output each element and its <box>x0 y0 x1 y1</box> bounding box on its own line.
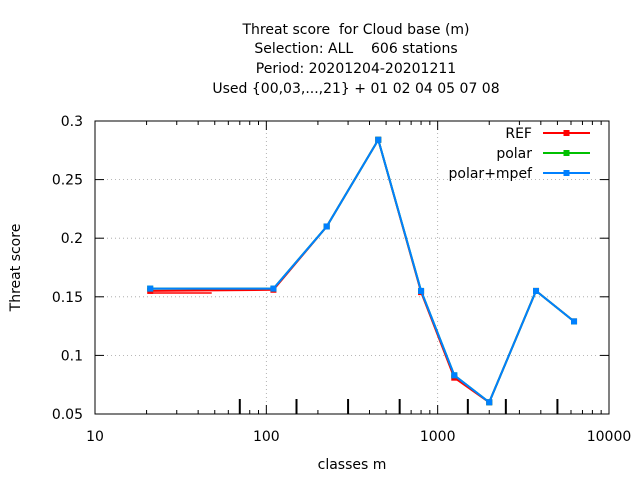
x-tick-label: 1000 <box>420 429 456 445</box>
legend-label-polar+mpef: polar+mpef <box>449 166 534 182</box>
chart-title-line-1: Threat score for Cloud base (m) <box>242 22 470 38</box>
y-tick-label: 0.25 <box>52 173 83 189</box>
y-tick-label: 0.3 <box>61 114 83 130</box>
legend-marker-REF <box>563 130 570 136</box>
y-axis-label: Threat score <box>8 224 24 313</box>
series-point-polar+mpef <box>571 318 578 325</box>
chart-title-line-4: Used {00,03,...,21} + 01 02 04 05 07 08 <box>212 81 500 97</box>
legend-label-REF: REF <box>505 126 532 142</box>
series-point-polar+mpef <box>418 287 425 294</box>
series-point-polar+mpef <box>533 287 540 294</box>
series-point-polar+mpef <box>147 285 154 292</box>
series-point-polar+mpef <box>375 136 382 143</box>
legend-marker-polar+mpef <box>563 170 570 176</box>
y-tick-label: 0.15 <box>52 290 83 306</box>
series-point-polar+mpef <box>486 399 493 406</box>
plot-frame <box>94 120 610 415</box>
series-point-polar+mpef <box>451 372 458 379</box>
y-tick-label: 0.2 <box>61 231 83 247</box>
series-point-polar+mpef <box>270 285 277 292</box>
series-point-polar+mpef <box>323 223 330 230</box>
chart-title-line-2: Selection: ALL 606 stations <box>254 41 458 57</box>
legend-label-polar: polar <box>496 146 532 162</box>
legend-marker-polar <box>563 150 570 156</box>
y-tick-label: 0.05 <box>52 407 83 423</box>
x-tick-label: 10 <box>86 429 104 445</box>
x-tick-label: 100 <box>253 429 280 445</box>
chart-title-line-3: Period: 20201204-20201211 <box>255 61 457 77</box>
y-tick-label: 0.1 <box>61 348 83 364</box>
x-axis-label: classes m <box>318 457 387 473</box>
x-tick-label: 10000 <box>587 429 632 445</box>
